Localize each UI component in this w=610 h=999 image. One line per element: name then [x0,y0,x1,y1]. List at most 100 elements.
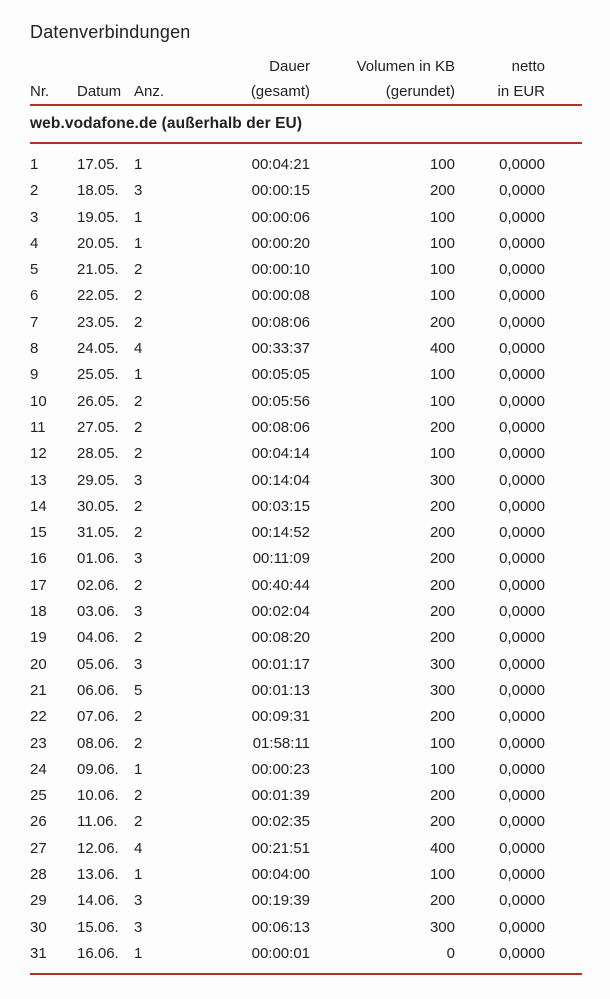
table-row: 14 30.05. 2 00:03:15 200 0,0000 [30,494,545,520]
cell-dauer: 00:00:15 [251,182,310,200]
table-row: 7 23.05. 2 00:08:06 200 0,0000 [30,310,545,336]
header-volumen-line2: (gerundet) [385,83,455,100]
cell-netto: 0,0000 [499,866,545,884]
cell-netto: 0,0000 [499,813,545,831]
cell-dauer: 00:00:01 [251,944,310,962]
cell-dauer: 00:04:14 [251,445,310,463]
cell-volumen: 200 [429,787,455,805]
cell-netto: 0,0000 [499,839,545,857]
cell-datum: 15.06. [77,918,119,936]
page-title: Datenverbindungen [30,22,191,42]
cell-dauer: 00:00:23 [251,760,310,778]
cell-anz: 3 [134,550,143,568]
cell-anz: 1 [134,234,143,252]
cell-datum: 04.06. [77,629,119,647]
cell-volumen: 200 [429,603,455,621]
cell-dauer: 00:05:05 [251,366,310,384]
cell-netto: 0,0000 [499,576,545,594]
cell-netto: 0,0000 [499,208,545,226]
cell-dauer: 00:08:06 [251,418,310,436]
divider-top [30,104,582,106]
header-datum-line1 [77,54,134,79]
cell-volumen: 200 [429,629,455,647]
table-row: 5 21.05. 2 00:00:10 100 0,0000 [30,257,545,283]
cell-anz: 2 [134,313,143,331]
header-nr-line1 [30,54,77,79]
cell-netto: 0,0000 [499,497,545,515]
table-row: 18 03.06. 3 00:02:04 200 0,0000 [30,599,545,625]
table-row: 26 11.06. 2 00:02:35 200 0,0000 [30,809,545,835]
cell-datum: 13.06. [77,866,119,884]
cell-datum: 11.06. [77,813,118,831]
cell-anz: 1 [134,208,143,226]
cell-volumen: 300 [429,471,455,489]
cell-volumen: 200 [429,708,455,726]
divider-section [30,142,582,144]
table-row: 15 31.05. 2 00:14:52 200 0,0000 [30,520,545,546]
cell-volumen: 200 [429,524,455,542]
cell-netto: 0,0000 [499,392,545,410]
cell-dauer: 00:05:56 [251,392,310,410]
cell-nr: 19 [30,629,47,647]
cell-volumen: 200 [429,813,455,831]
cell-anz: 1 [134,760,143,778]
cell-nr: 4 [30,234,39,252]
cell-netto: 0,0000 [499,234,545,252]
cell-nr: 28 [30,866,47,884]
cell-volumen: 100 [429,366,455,384]
cell-netto: 0,0000 [499,261,545,279]
table-row: 17 02.06. 2 00:40:44 200 0,0000 [30,573,545,599]
cell-netto: 0,0000 [499,287,545,305]
cell-anz: 2 [134,287,143,305]
cell-anz: 5 [134,681,143,699]
table-row: 19 04.06. 2 00:08:20 200 0,0000 [30,625,545,651]
cell-dauer: 00:01:39 [251,787,310,805]
table-row: 1 17.05. 1 00:04:21 100 0,0000 [30,152,545,178]
cell-volumen: 100 [429,866,455,884]
cell-anz: 2 [134,629,143,647]
cell-anz: 2 [134,261,143,279]
cell-volumen: 400 [429,839,455,857]
cell-dauer: 00:14:52 [251,524,310,542]
table-row: 30 15.06. 3 00:06:13 300 0,0000 [30,915,545,941]
table-row: 23 08.06. 2 01:58:11 100 0,0000 [30,731,545,757]
cell-anz: 2 [134,576,143,594]
cell-volumen: 100 [429,208,455,226]
cell-nr: 11 [30,418,46,436]
cell-anz: 2 [134,787,143,805]
cell-nr: 9 [30,366,39,384]
cell-dauer: 01:58:11 [252,734,310,752]
cell-netto: 0,0000 [499,550,545,568]
cell-anz: 2 [134,813,143,831]
cell-netto: 0,0000 [499,734,545,752]
cell-anz: 3 [134,655,143,673]
cell-nr: 22 [30,708,47,726]
cell-anz: 3 [134,182,143,200]
cell-datum: 10.06. [77,787,119,805]
cell-dauer: 00:04:00 [251,866,310,884]
cell-nr: 1 [30,156,39,173]
cell-anz: 2 [134,708,143,726]
cell-dauer: 00:33:37 [251,340,310,358]
table-row: 27 12.06. 4 00:21:51 400 0,0000 [30,836,545,862]
cell-nr: 17 [30,576,47,594]
cell-datum: 09.06. [77,760,119,778]
cell-netto: 0,0000 [499,629,545,647]
cell-anz: 2 [134,524,143,542]
cell-dauer: 00:11:09 [252,550,310,568]
cell-datum: 21.05. [77,261,119,279]
cell-dauer: 00:02:35 [251,813,310,831]
table-row: 22 07.06. 2 00:09:31 200 0,0000 [30,704,545,730]
table-row: 2 18.05. 3 00:00:15 200 0,0000 [30,178,545,204]
cell-anz: 1 [134,944,143,962]
cell-anz: 3 [134,918,143,936]
cell-volumen: 300 [429,681,455,699]
data-connections-table: Dauer Volumen in KB netto Nr. Datum Anz.… [30,54,582,976]
cell-anz: 4 [134,839,143,857]
cell-datum: 01.06. [77,550,119,568]
cell-netto: 0,0000 [499,944,545,962]
cell-volumen: 0 [446,944,455,962]
cell-volumen: 400 [429,340,455,358]
cell-nr: 13 [30,471,47,489]
header-volumen-line1: Volumen in KB [356,58,455,75]
